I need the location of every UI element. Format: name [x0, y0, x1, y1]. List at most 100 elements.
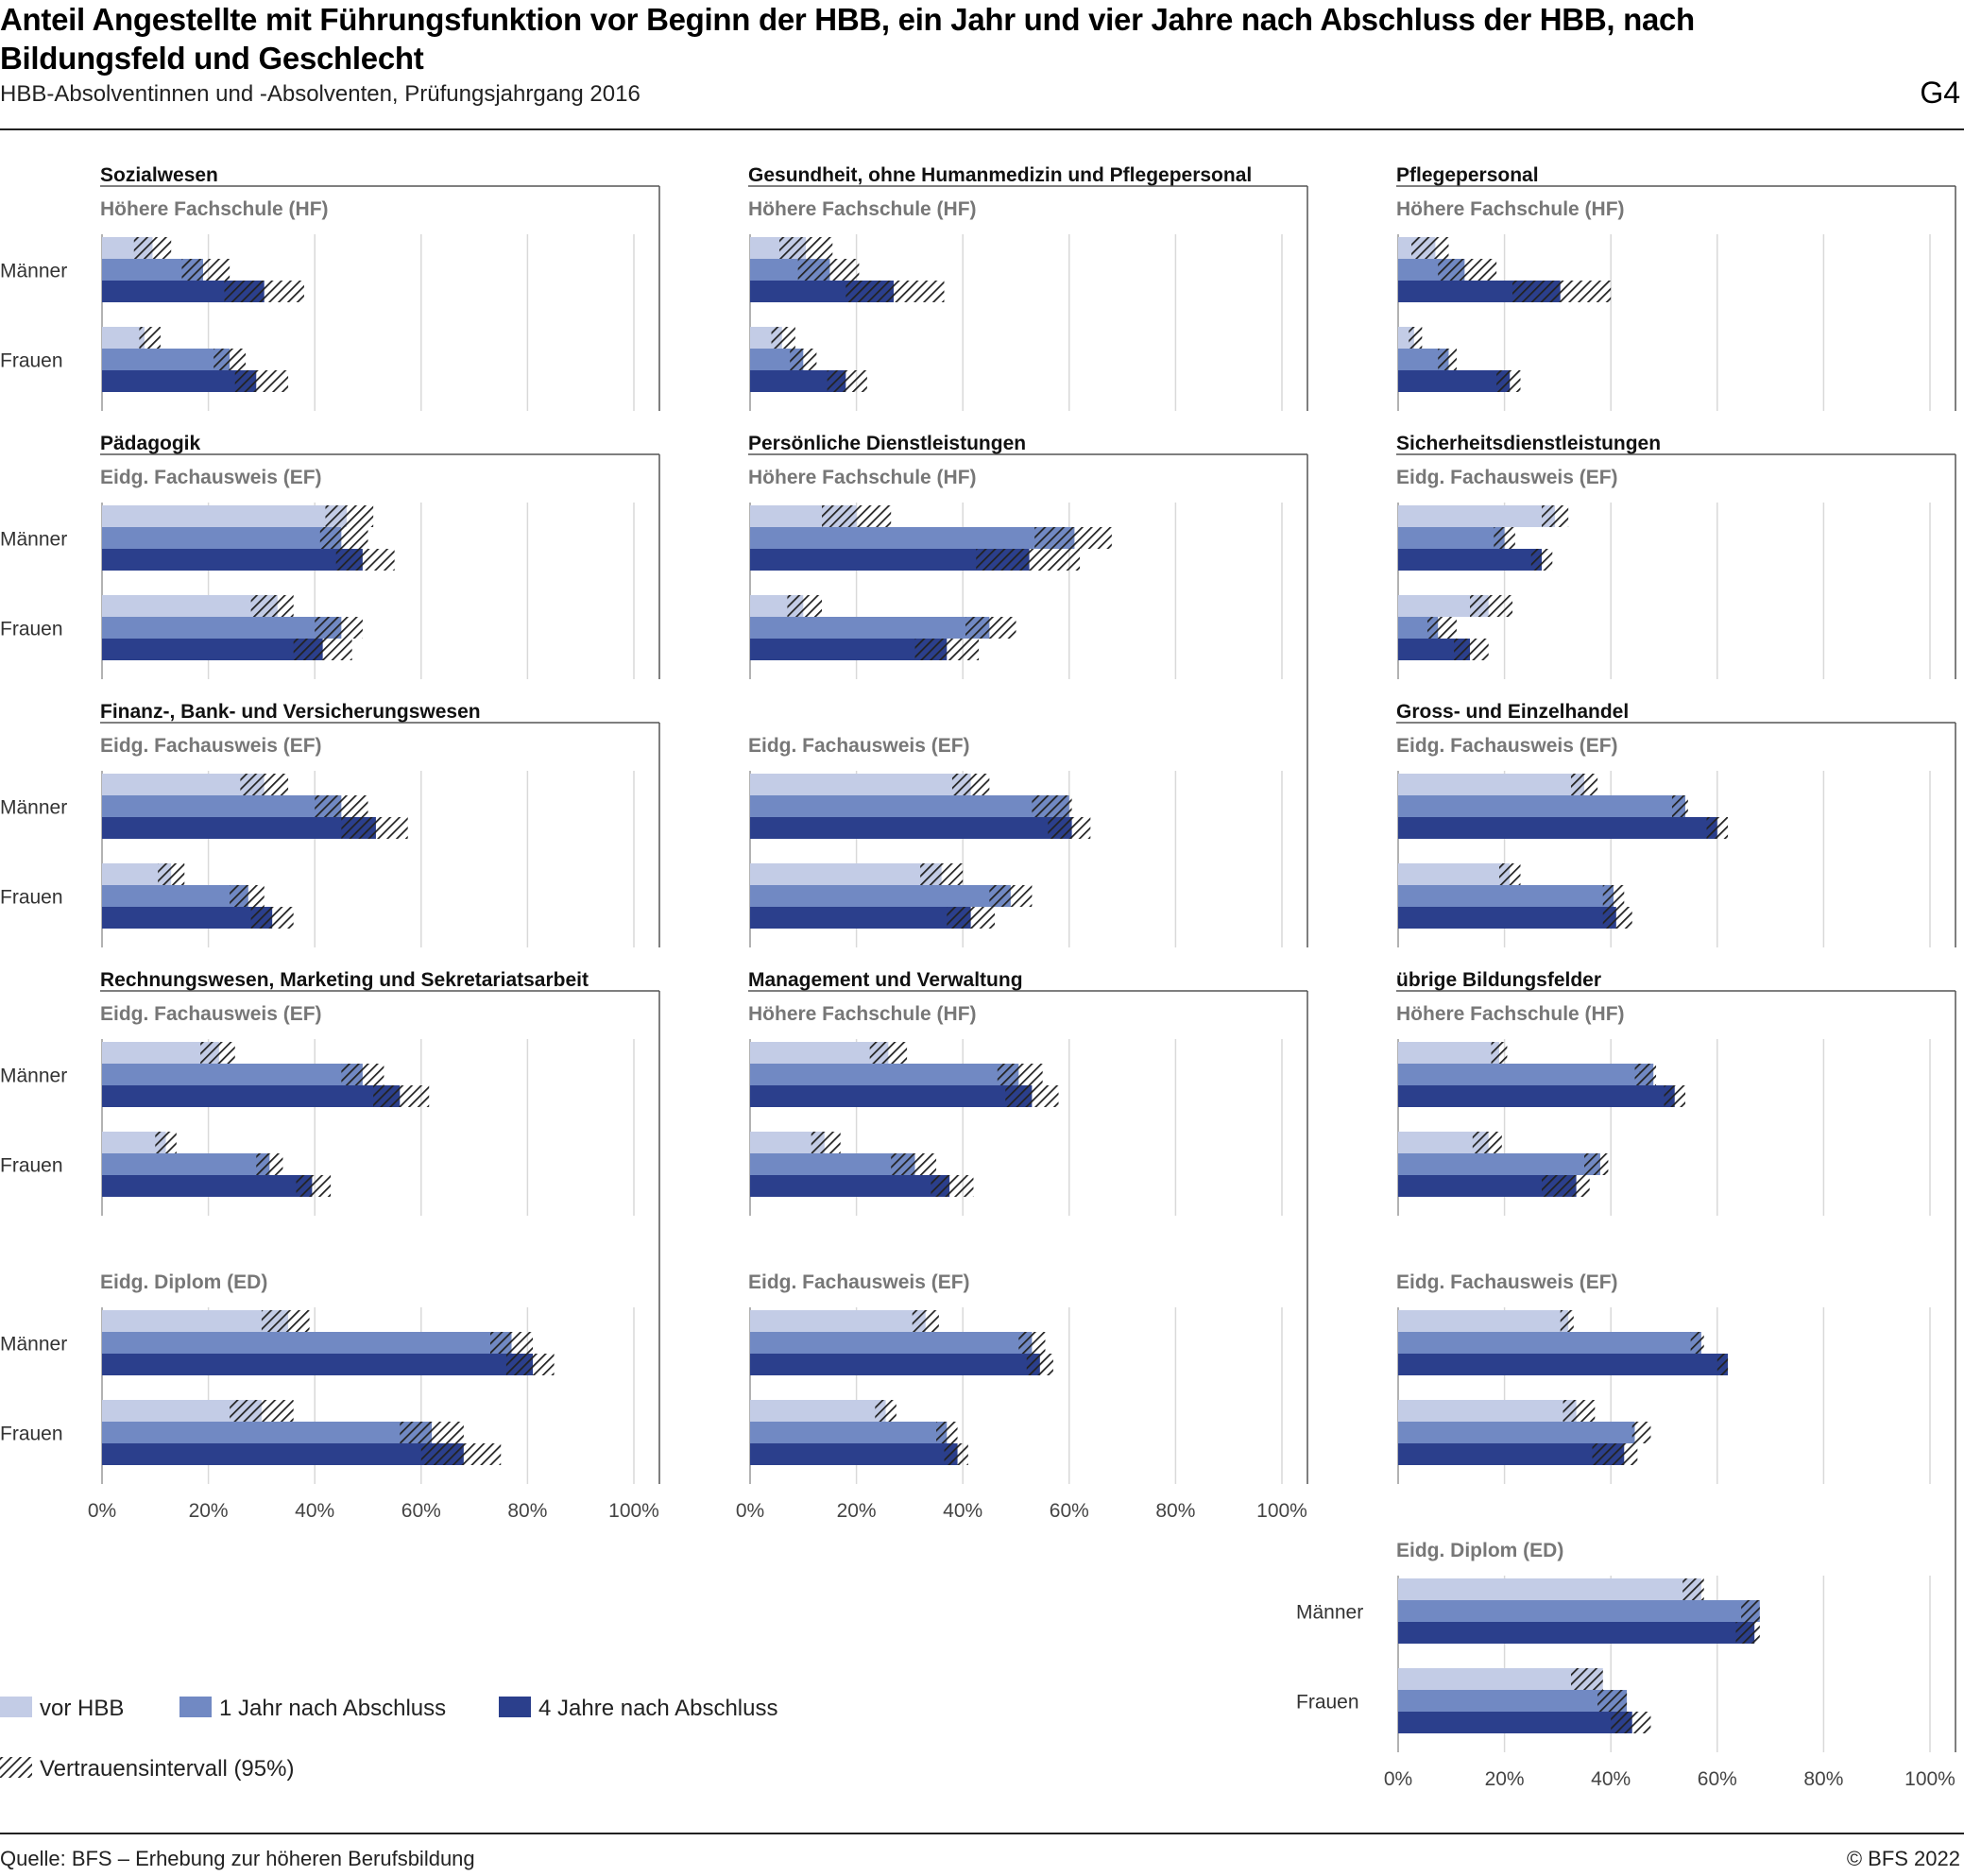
ci-hatch	[920, 863, 964, 885]
panel-subtitle: Eidg. Fachausweis (EF)	[1396, 735, 1618, 757]
ci-hatch	[1634, 1064, 1657, 1085]
ci-hatch	[133, 237, 172, 259]
ci-hatch	[771, 327, 795, 349]
group-label: Männer	[0, 529, 67, 551]
bar	[1398, 1332, 1701, 1354]
bar	[1398, 1132, 1489, 1153]
ci-hatch	[1491, 1042, 1508, 1064]
ci-hatch	[335, 549, 395, 571]
ci-hatch	[1560, 1310, 1574, 1332]
ci-hatch	[213, 349, 247, 370]
ci-hatch	[1597, 1690, 1628, 1712]
panel-subtitle: Eidg. Diplom (ED)	[100, 1271, 267, 1293]
ci-hatch	[1570, 1668, 1603, 1690]
source-note: Quelle: BFS – Erhebung zur höheren Beruf…	[0, 1847, 475, 1870]
ci-hatch	[1472, 1132, 1502, 1153]
bar	[102, 281, 265, 302]
group-label: Männer	[0, 797, 67, 819]
x-tick-label: 0%	[736, 1500, 764, 1522]
bar	[1398, 370, 1511, 392]
bar	[102, 639, 323, 660]
bar	[750, 1042, 889, 1064]
ci-hatch	[891, 1153, 937, 1175]
group-label: Männer	[0, 1334, 67, 1356]
ci-hatch	[155, 1132, 177, 1153]
ci-hatch	[845, 281, 945, 302]
ci-hatch	[936, 1422, 958, 1443]
x-tick-label: 20%	[1485, 1768, 1525, 1790]
bar	[1398, 349, 1449, 370]
bar	[102, 774, 265, 795]
bar	[102, 1310, 289, 1332]
ci-hatch	[1706, 817, 1729, 839]
group-label: Männer	[0, 261, 67, 282]
ci-hatch	[1048, 817, 1091, 839]
x-tick-label: 100%	[1904, 1768, 1955, 1790]
ci-hatch	[1611, 1712, 1651, 1733]
legend-ci-swatch	[0, 1757, 32, 1778]
bar	[1398, 1622, 1755, 1644]
ci-hatch	[139, 327, 161, 349]
ci-hatch	[256, 1153, 283, 1175]
bar	[1398, 885, 1614, 907]
legend-swatch	[499, 1697, 531, 1717]
x-tick-label: 100%	[608, 1500, 659, 1522]
bar	[1398, 1153, 1600, 1175]
bar	[102, 885, 248, 907]
panel-subtitle: Eidg. Fachausweis (EF)	[100, 735, 322, 757]
x-tick-label: 0%	[88, 1500, 116, 1522]
panel-subtitle: Höhere Fachschule (HF)	[1396, 1003, 1625, 1025]
ci-hatch	[912, 1310, 939, 1332]
ci-hatch	[240, 774, 289, 795]
bar	[102, 817, 376, 839]
ci-hatch	[341, 817, 408, 839]
legend-label: vor HBB	[40, 1696, 124, 1721]
ci-hatch	[1682, 1578, 1704, 1600]
ci-hatch	[293, 639, 352, 660]
ci-hatch	[1438, 259, 1497, 281]
header-divider	[0, 128, 1964, 130]
ci-hatch	[1690, 1332, 1704, 1354]
field-title: übrige Bildungsfelder	[1396, 969, 1601, 991]
group-label: Frauen	[0, 1424, 63, 1445]
group-label: Frauen	[0, 619, 63, 640]
ci-hatch	[325, 505, 374, 527]
legend-label: 1 Jahr nach Abschluss	[219, 1696, 446, 1721]
bar	[750, 1132, 825, 1153]
panel-subtitle: Höhere Fachschule (HF)	[1396, 198, 1625, 220]
bar	[750, 885, 1011, 907]
ci-hatch	[1426, 617, 1457, 639]
x-tick-label: 60%	[1698, 1768, 1737, 1790]
ci-hatch	[931, 1175, 974, 1197]
x-tick-label: 80%	[1803, 1768, 1843, 1790]
ci-hatch	[1409, 327, 1423, 349]
bar	[1398, 907, 1616, 929]
x-tick-label: 80%	[1155, 1500, 1195, 1522]
ci-hatch	[869, 1042, 908, 1064]
bar	[102, 259, 203, 281]
ci-hatch	[261, 1310, 310, 1332]
x-tick-label: 20%	[837, 1500, 877, 1522]
panel-subtitle: Höhere Fachschule (HF)	[748, 1003, 977, 1025]
panel-subtitle: Höhere Fachschule (HF)	[748, 467, 977, 488]
x-tick-label: 40%	[295, 1500, 334, 1522]
ci-hatch	[250, 907, 294, 929]
bar	[102, 1354, 534, 1375]
bar	[750, 1064, 1019, 1085]
ci-hatch	[827, 370, 867, 392]
ci-hatch	[790, 349, 817, 370]
ci-hatch	[505, 1354, 555, 1375]
ci-hatch	[1716, 1354, 1729, 1375]
ci-hatch	[1454, 639, 1489, 660]
ci-hatch	[315, 617, 363, 639]
group-label: Frauen	[0, 887, 63, 909]
x-tick-label: 100%	[1256, 1500, 1307, 1522]
bar	[102, 617, 342, 639]
bar	[102, 1085, 401, 1107]
field-title: Sicherheitsdienstleistungen	[1396, 433, 1661, 454]
x-tick-label: 60%	[401, 1500, 441, 1522]
ci-hatch	[1584, 1153, 1609, 1175]
bar	[1398, 1310, 1569, 1332]
ci-hatch	[989, 885, 1033, 907]
ci-hatch	[1664, 1085, 1686, 1107]
